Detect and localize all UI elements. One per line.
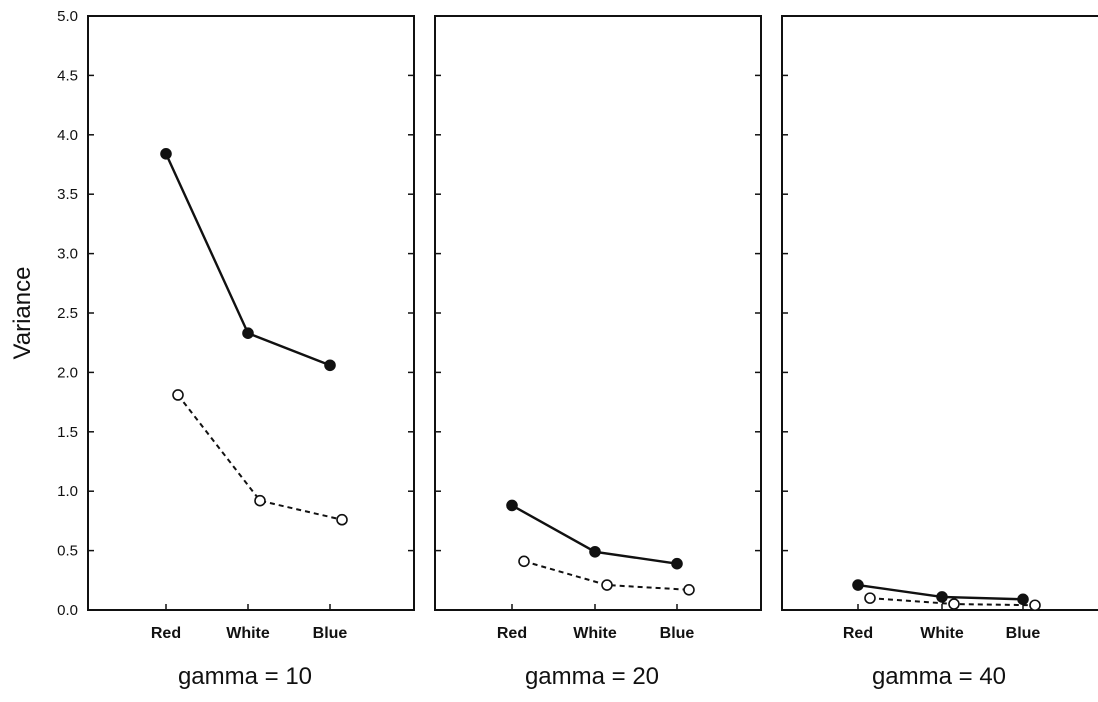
data-point-open [336,513,348,526]
data-point-open [683,584,695,596]
y-tick-label: 0.5 [57,543,78,560]
panel-frame [781,15,1098,611]
x-tick-label: White [226,625,270,642]
data-point-filled [852,579,864,591]
x-tick-label: Red [151,625,181,642]
y-tick-label: 4.0 [57,127,78,144]
series-line-dashed [177,394,343,521]
panel-title: gamma = 10 [178,663,312,690]
data-point-filled [1017,593,1029,606]
y-tick-label: 4.5 [57,67,78,84]
x-tick-label: Blue [660,625,695,642]
y-tick-label: 1.5 [57,424,78,441]
data-point-open [864,592,876,604]
x-tick-label: Red [497,625,527,642]
y-tick-label: 2.0 [57,364,78,381]
data-point-open [518,555,530,568]
x-tick-label: White [573,625,617,642]
panel-title: gamma = 40 [872,663,1006,690]
y-tick-label: 1.0 [57,483,78,500]
data-point-open [948,598,960,610]
x-tick-label: Blue [313,625,348,642]
data-point-filled [936,591,948,603]
data-point-open [254,494,266,507]
data-point-open [1029,599,1041,612]
data-point-filled [324,359,336,372]
panel-title: gamma = 20 [525,663,659,690]
x-tick-label: Red [843,625,873,642]
y-tick-label: 3.5 [57,186,78,203]
x-tick-label: Blue [1006,625,1041,642]
data-point-filled [506,499,518,512]
data-point-open [172,389,184,401]
y-tick-label: 3.0 [57,246,78,263]
x-tick-label: White [920,625,964,642]
data-point-open [601,579,613,591]
y-tick-label: 0.0 [57,602,78,619]
series-line-dashed [523,560,690,591]
panel-frame [434,15,762,611]
y-tick-label: 5.0 [57,8,78,25]
panel-frame [87,15,415,611]
data-point-filled [589,545,601,558]
data-point-filled [671,557,683,570]
data-point-filled [160,148,172,160]
data-point-filled [242,327,254,339]
y-tick-label: 2.5 [57,305,78,322]
y-axis-label: Variance [9,267,36,360]
